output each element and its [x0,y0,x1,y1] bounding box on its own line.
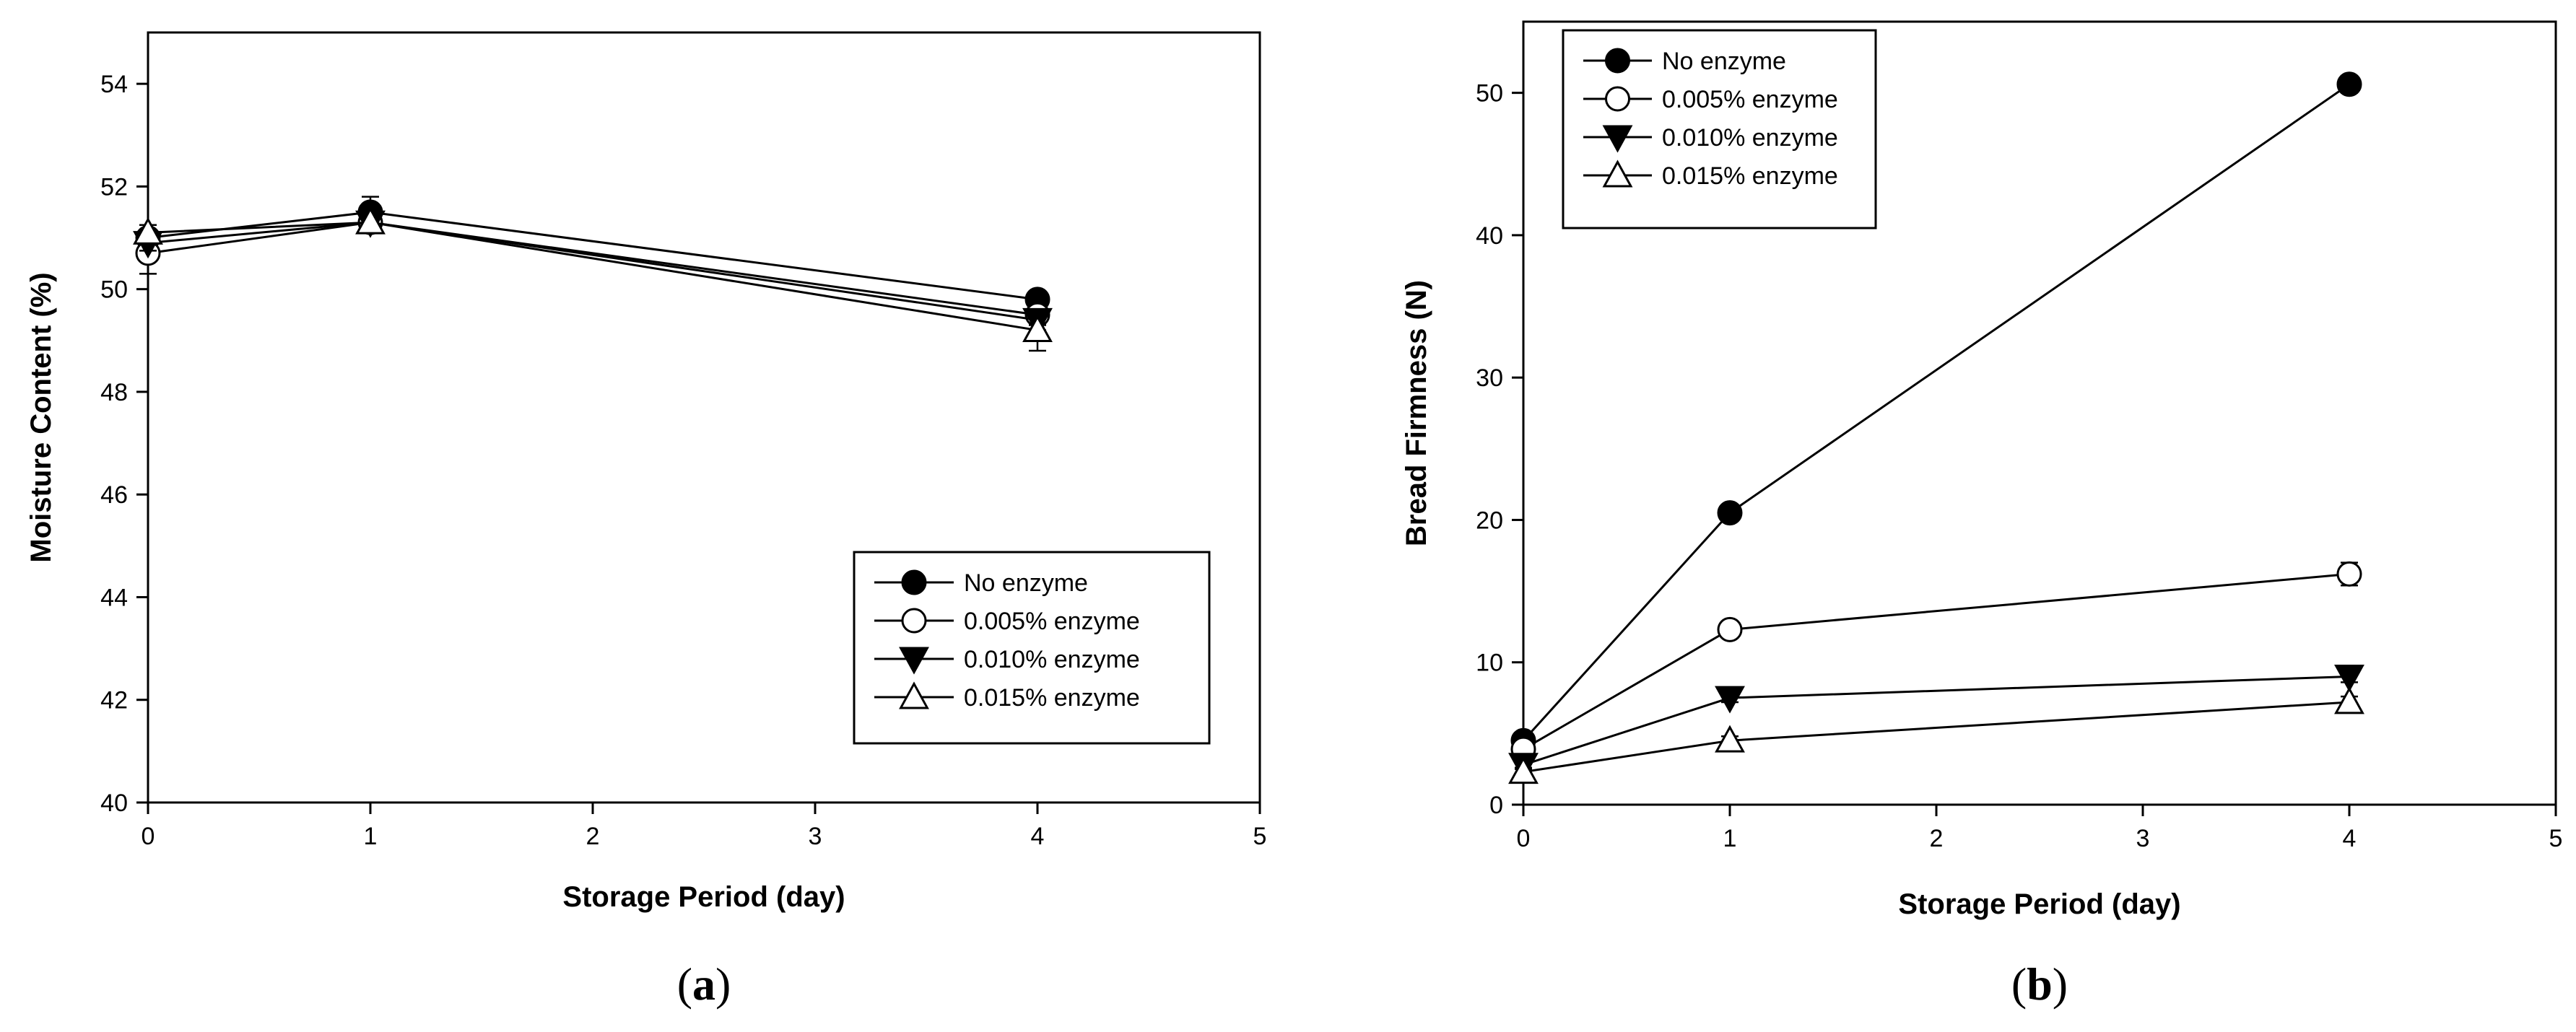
series-line [1523,572,2350,751]
x-tick-label: 1 [1723,825,1737,852]
data-point [2336,561,2362,587]
panel-label-close: ) [2053,958,2068,1010]
x-axis-title: Storage Period (day) [562,881,845,913]
panel-label-close: ) [715,958,731,1010]
panel-label-open: ( [2011,958,2027,1010]
legend: No enzyme 0.005% enzyme 0.010% enzyme 0.015… [1562,29,1877,229]
data-point [1022,314,1053,343]
y-tick-label: 40 [1476,222,1503,250]
x-tick-label: 4 [1031,823,1045,850]
legend-marker [899,647,929,675]
data-point [2334,686,2364,714]
legend-label: 0.015% enzyme [964,684,1140,712]
x-axis-title: Storage Period (day) [1898,888,2180,920]
legend-marker [901,569,927,595]
data-point [1508,756,1539,784]
x-tick-label: 2 [1930,825,1944,852]
series-2 [1510,561,2362,762]
plot-frame [1522,20,2557,806]
legend-marker [901,608,927,634]
y-tick-label: 50 [1476,80,1503,108]
legend-marker [899,681,929,709]
series-3 [133,210,1053,336]
data-point [1717,500,1743,526]
panel-label-letter: b [2027,958,2053,1010]
legend-label: No enzyme [964,569,1088,597]
panel-label-open: ( [677,958,692,1010]
panel-label: (b) [2011,958,2068,1010]
data-point [2334,664,2364,693]
series-4 [133,206,1053,352]
series-4 [1508,686,2364,784]
y-tick-label: 30 [1476,364,1503,392]
legend-marker [1602,125,1633,153]
y-axis-title: Moisture Content (%) [25,272,57,562]
data-point [1715,725,1745,753]
legend-marker [1602,159,1633,188]
y-tick-label: 54 [100,71,128,98]
y-tick-label: 48 [100,379,128,406]
y-tick-label: 52 [100,173,128,201]
x-tick-label: 3 [809,823,822,850]
legend-label: 0.010% enzyme [964,646,1140,673]
series-line [1523,701,2350,774]
x-tick-label: 4 [2343,825,2357,852]
data-point [133,217,163,245]
x-tick-label: 2 [586,823,600,850]
y-tick-label: 42 [100,687,128,714]
x-tick-label: 5 [2549,825,2563,852]
legend-label: 0.010% enzyme [1662,124,1838,152]
x-tick-label: 5 [1253,823,1267,850]
panel-label-letter: a [692,958,715,1010]
series-line [147,221,1038,321]
series-line [1523,675,2350,766]
y-tick-label: 10 [1476,650,1503,677]
data-point [355,206,386,235]
x-tick-label: 0 [142,823,155,850]
y-tick-label: 40 [100,790,128,817]
legend-label: No enzyme [1662,48,1786,75]
y-tick-label: 46 [100,481,128,509]
y-tick-label: 44 [100,584,128,611]
x-tick-label: 1 [364,823,378,850]
data-point [1715,686,1745,714]
y-axis-title: Bread Firmness (N) [1401,280,1432,546]
y-tick-label: 20 [1476,507,1503,534]
plot-frame [147,31,1261,804]
y-tick-label: 50 [100,276,128,304]
legend-label: 0.015% enzyme [1662,162,1838,190]
x-tick-label: 0 [1517,825,1531,852]
chart-panel-a: 0 1 2 3 4 5 40 42 44 46 48 50 52 54 Storage Period (da… [25,31,1267,1010]
series-line [147,221,1038,332]
legend: No enzyme 0.005% enzyme 0.010% enzyme 0.015… [853,551,1211,745]
y-tick-label: 0 [1489,792,1503,819]
legend-marker [1605,48,1630,74]
legend-marker [1605,86,1630,112]
legend-label: 0.005% enzyme [1662,86,1838,113]
x-tick-label: 3 [2136,825,2150,852]
data-point [2336,71,2362,97]
data-point [1717,616,1743,642]
panel-label: (a) [677,958,731,1010]
legend-label: 0.005% enzyme [964,608,1140,635]
